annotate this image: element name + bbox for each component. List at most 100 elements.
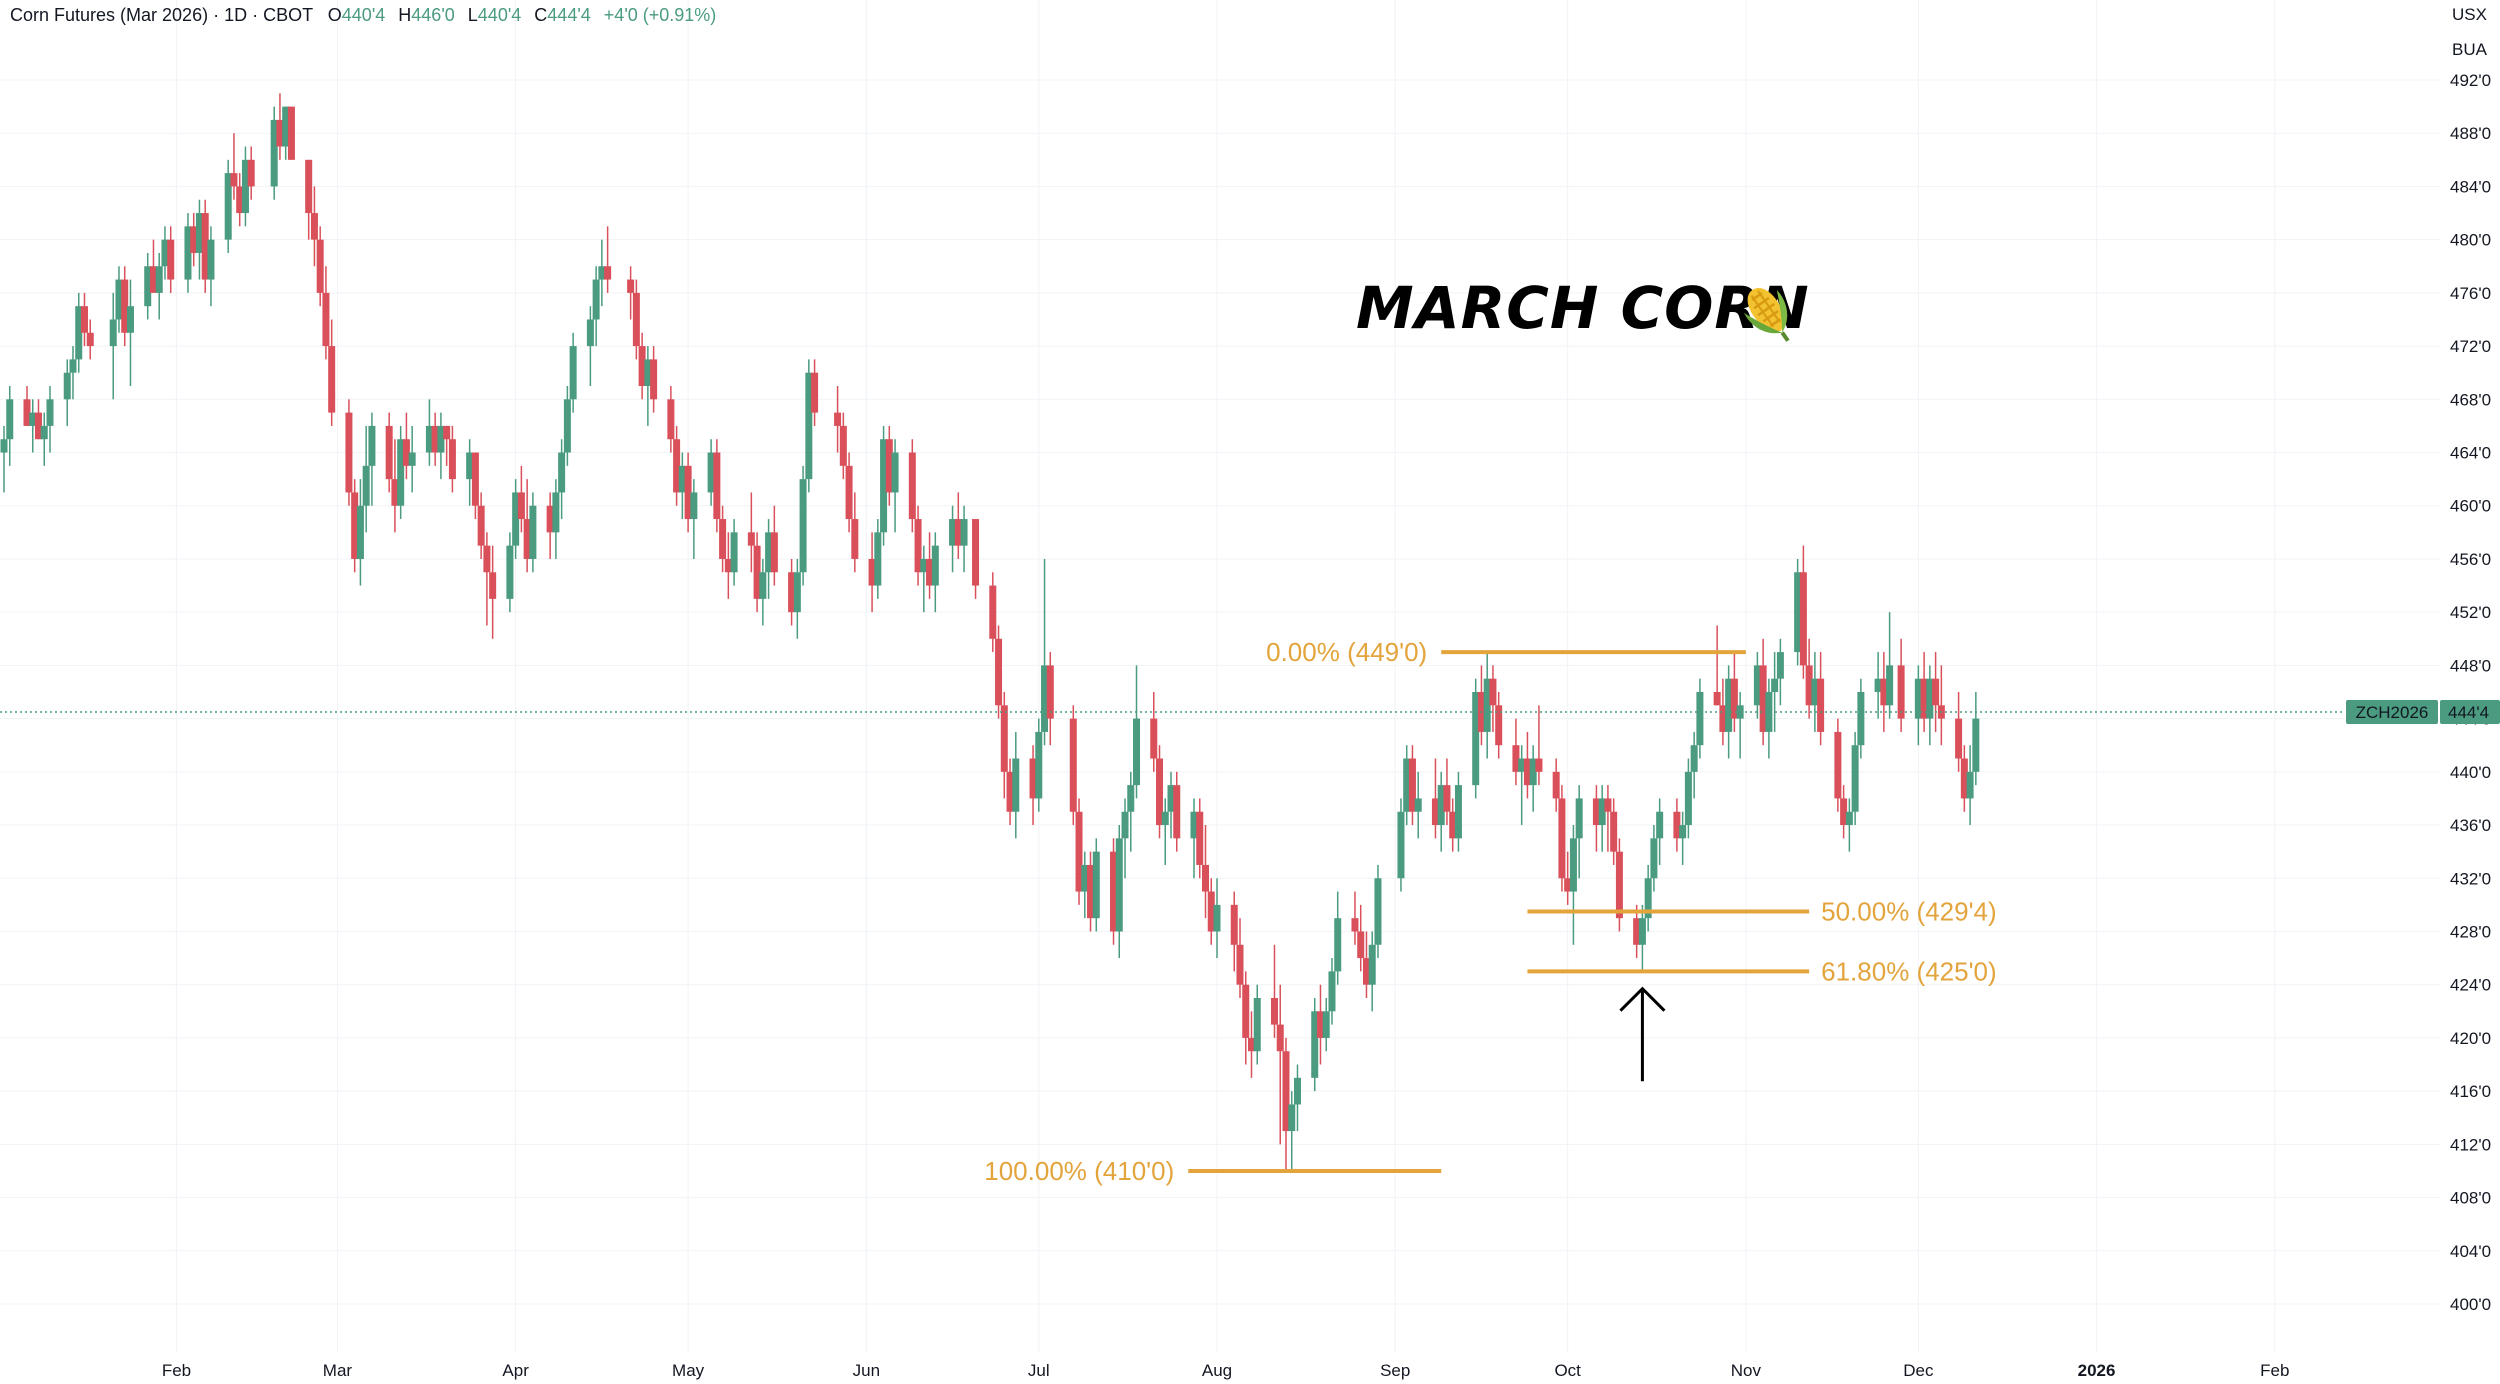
candle[interactable] bbox=[1069, 705, 1077, 826]
candle[interactable] bbox=[1230, 891, 1238, 972]
candle[interactable] bbox=[1644, 864, 1652, 932]
candle[interactable] bbox=[1351, 891, 1359, 945]
candle[interactable] bbox=[891, 439, 899, 533]
candle[interactable] bbox=[115, 266, 123, 333]
candle[interactable] bbox=[506, 532, 514, 613]
candle[interactable] bbox=[1403, 745, 1411, 826]
candle[interactable] bbox=[563, 386, 571, 466]
candle[interactable] bbox=[1213, 878, 1221, 959]
candle[interactable] bbox=[1633, 904, 1641, 959]
candle[interactable] bbox=[236, 173, 244, 227]
candle[interactable] bbox=[322, 266, 330, 360]
candle[interactable] bbox=[1202, 825, 1210, 919]
candle[interactable] bbox=[1880, 652, 1888, 732]
candle[interactable] bbox=[1926, 665, 1934, 746]
candle[interactable] bbox=[598, 239, 606, 307]
candle[interactable] bbox=[121, 266, 129, 347]
candle[interactable] bbox=[437, 412, 445, 480]
candle[interactable] bbox=[345, 399, 353, 506]
candle[interactable] bbox=[972, 519, 980, 599]
candle[interactable] bbox=[1270, 944, 1278, 1038]
candle[interactable] bbox=[368, 412, 376, 506]
candle[interactable] bbox=[724, 532, 732, 599]
candle[interactable] bbox=[529, 492, 537, 573]
candle[interactable] bbox=[908, 439, 916, 533]
candle[interactable] bbox=[954, 492, 962, 559]
candle[interactable] bbox=[1805, 638, 1813, 719]
candle[interactable] bbox=[489, 545, 497, 639]
candle[interactable] bbox=[1552, 758, 1560, 812]
candle[interactable] bbox=[1196, 798, 1204, 879]
candle[interactable] bbox=[1690, 731, 1698, 799]
candle[interactable] bbox=[1673, 798, 1681, 852]
candle[interactable] bbox=[40, 412, 48, 466]
candle[interactable] bbox=[1081, 851, 1089, 919]
candle[interactable] bbox=[926, 532, 934, 599]
candle[interactable] bbox=[558, 439, 566, 520]
candle[interactable] bbox=[678, 452, 686, 520]
candle[interactable] bbox=[1684, 758, 1692, 839]
candle[interactable] bbox=[1886, 612, 1894, 719]
candle[interactable] bbox=[1167, 771, 1175, 839]
candle[interactable] bbox=[149, 239, 157, 293]
candle[interactable] bbox=[1834, 718, 1842, 812]
candle[interactable] bbox=[385, 412, 393, 493]
fib-level[interactable]: 0.00% (449'0) bbox=[1266, 637, 1746, 667]
candle[interactable] bbox=[667, 386, 675, 453]
candle[interactable] bbox=[839, 412, 847, 480]
candle[interactable] bbox=[161, 226, 169, 280]
candle[interactable] bbox=[1610, 798, 1618, 865]
candle[interactable] bbox=[1765, 678, 1773, 759]
candle[interactable] bbox=[759, 558, 767, 626]
candle[interactable] bbox=[1937, 665, 1945, 746]
candle[interactable] bbox=[684, 452, 692, 533]
candle[interactable] bbox=[1730, 652, 1738, 732]
candle[interactable] bbox=[1592, 785, 1600, 852]
candle[interactable] bbox=[6, 386, 14, 466]
candle[interactable] bbox=[770, 505, 778, 586]
candle[interactable] bbox=[1397, 798, 1405, 892]
candle[interactable] bbox=[1811, 652, 1819, 732]
candle[interactable] bbox=[1276, 984, 1284, 1145]
candle[interactable] bbox=[1000, 692, 1008, 799]
candle[interactable] bbox=[1150, 692, 1158, 772]
candle[interactable] bbox=[788, 558, 796, 626]
candle[interactable] bbox=[425, 399, 433, 466]
candle[interactable] bbox=[1932, 652, 1940, 732]
fibonacci-levels[interactable]: 0.00% (449'0) 100.00% (410'0) 50.00% (429'… bbox=[984, 637, 1996, 1186]
candle[interactable] bbox=[1431, 758, 1439, 839]
candle[interactable] bbox=[195, 199, 203, 280]
candle[interactable] bbox=[1897, 638, 1905, 732]
candle[interactable] bbox=[1512, 718, 1520, 786]
candle[interactable] bbox=[1368, 931, 1376, 1012]
candle[interactable] bbox=[1518, 745, 1526, 826]
candle[interactable] bbox=[1293, 1064, 1301, 1132]
candle[interactable] bbox=[431, 412, 439, 466]
candle[interactable] bbox=[811, 359, 819, 426]
candle[interactable] bbox=[1483, 652, 1491, 759]
candle[interactable] bbox=[874, 519, 882, 599]
candle[interactable] bbox=[1207, 878, 1215, 945]
candle[interactable] bbox=[1955, 692, 1963, 772]
candle[interactable] bbox=[1328, 958, 1336, 1025]
candle[interactable] bbox=[305, 159, 313, 240]
candle[interactable] bbox=[1857, 678, 1865, 759]
price-tag[interactable]: ZCH2026 444'4 bbox=[2346, 699, 2500, 724]
candle[interactable] bbox=[1115, 825, 1123, 959]
candle[interactable] bbox=[517, 465, 525, 533]
candle[interactable] bbox=[471, 452, 479, 520]
candle[interactable] bbox=[995, 625, 1003, 719]
candle[interactable] bbox=[1523, 731, 1531, 799]
candle[interactable] bbox=[1316, 984, 1324, 1065]
candle[interactable] bbox=[443, 425, 451, 466]
candle[interactable] bbox=[632, 279, 640, 360]
candle[interactable] bbox=[747, 492, 755, 573]
candle[interactable] bbox=[1288, 1091, 1296, 1171]
candle[interactable] bbox=[1311, 998, 1319, 1092]
candle[interactable] bbox=[397, 425, 405, 520]
candle[interactable] bbox=[707, 439, 715, 506]
candle[interactable] bbox=[1161, 798, 1169, 865]
candle[interactable] bbox=[1173, 771, 1181, 852]
candle[interactable] bbox=[144, 252, 152, 320]
